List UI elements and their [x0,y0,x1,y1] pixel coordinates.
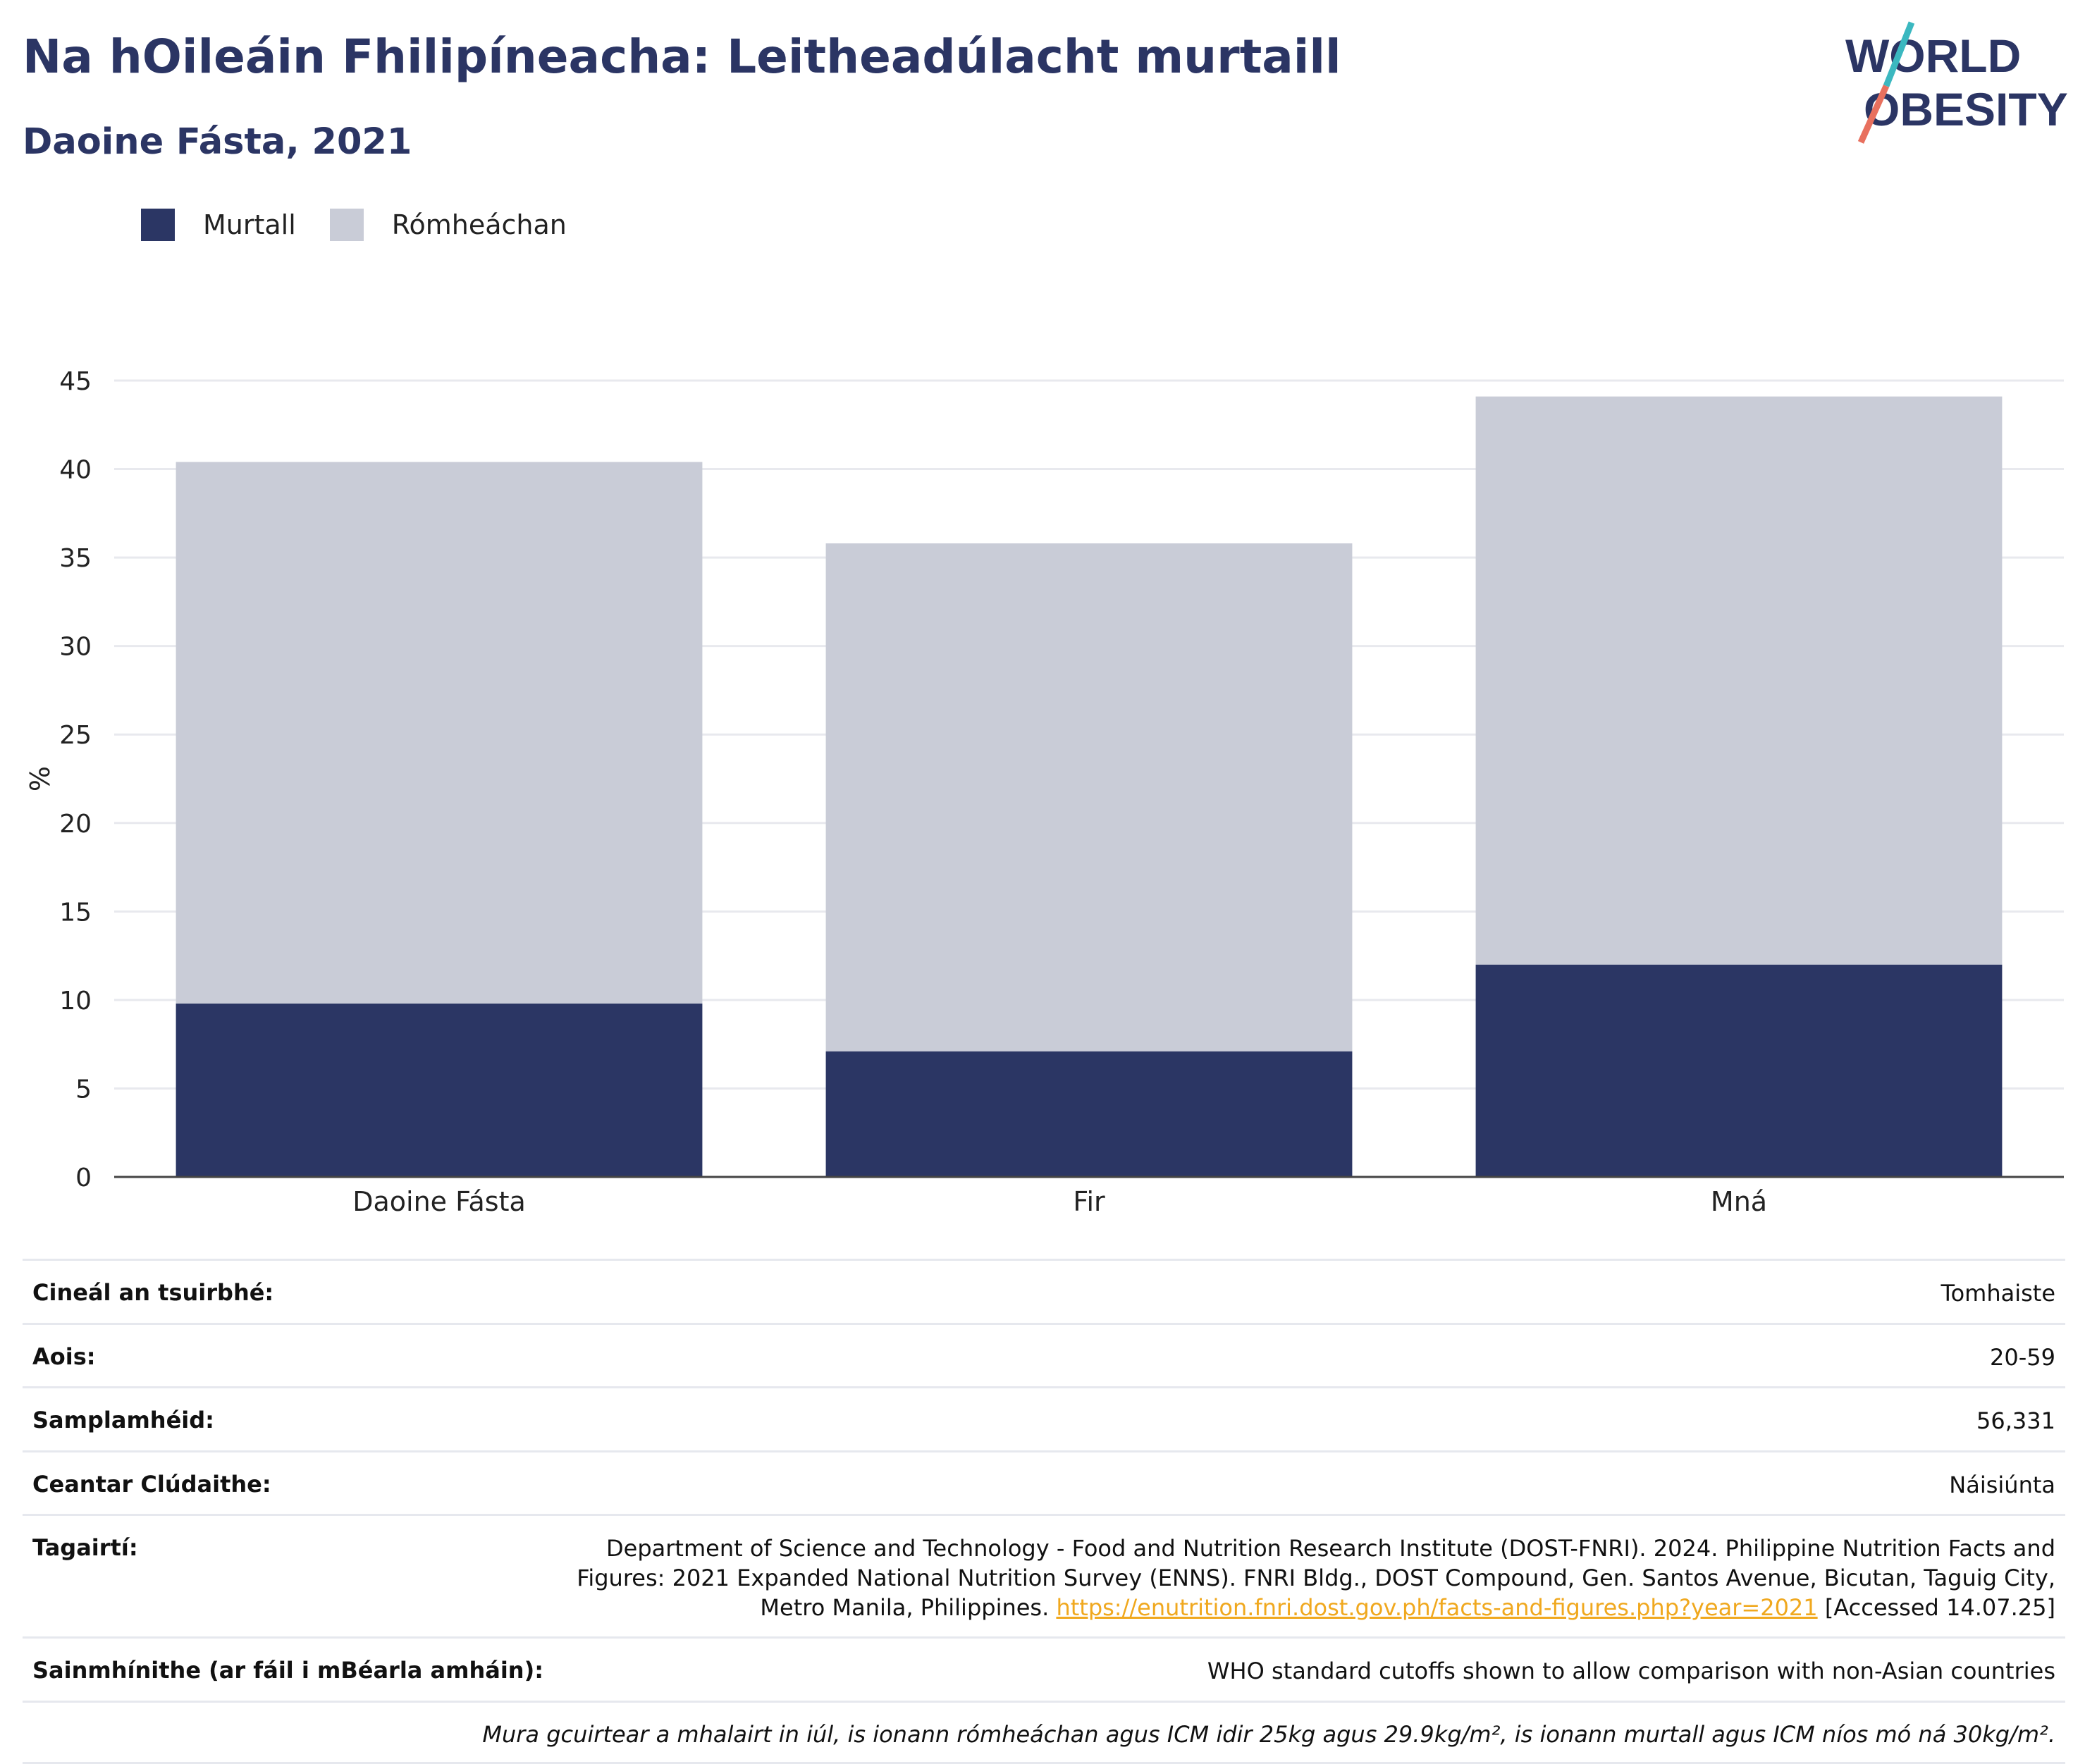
legend-swatch-overweight [329,209,364,241]
info-table: Cineál an tsuirbhé: Tomhaiste Aois: 20-5… [23,1259,2065,1764]
legend-label-obese: Murtall [203,209,296,240]
info-value: WHO standard cutoffs shown to allow comp… [1207,1658,2055,1685]
y-tick-label: 25 [59,721,92,750]
info-label: Sainmhínithe (ar fáil i mBéarla amháin): [32,1657,543,1684]
y-tick-label: 0 [75,1164,92,1192]
bar-overweight [1475,396,2003,965]
reference-line: Department of Science and Technology - F… [606,1535,2055,1562]
info-value: 56,331 [1976,1407,2055,1435]
info-value: Náisiúnta [1949,1471,2055,1498]
logo-slash-coral [1857,85,1890,144]
info-row-sample-size: Samplamhéid: 56,331 [23,1386,2065,1450]
x-tick-label: Fir [1073,1186,1105,1217]
legend: Murtall Rómheáchan [141,209,601,241]
y-tick-label: 45 [59,367,92,396]
reference-line: Figures: 2021 Expanded National Nutritio… [577,1564,2055,1591]
info-row-age: Aois: 20-59 [23,1322,2065,1387]
logo-line2: OBESITY [1864,83,2068,135]
y-tick-label: 35 [59,544,92,573]
info-label: Tagairtí: [32,1534,138,1562]
bar-obese [825,1051,1353,1177]
y-axis-label: % [25,766,56,791]
world-obesity-logo: WORLD OBESITY [1845,21,2068,144]
info-row-note: Mura gcuirtear a mhalairt in iúl, is ion… [23,1700,2065,1764]
x-tick-label: Daoine Fásta [352,1186,526,1217]
logo-slash-teal [1883,21,1915,87]
bar-obese [1475,964,2003,1177]
definition-note: Mura gcuirtear a mhalairt in iúl, is ion… [482,1720,2055,1748]
reference-line: Metro Manila, Philippines. [760,1593,1050,1621]
info-row-survey-type: Cineál an tsuirbhé: Tomhaiste [23,1259,2065,1323]
info-label: Samplamhéid: [32,1407,214,1434]
info-label: Cineál an tsuirbhé: [32,1279,274,1306]
info-row-definitions: Sainmhínithe (ar fáil i mBéarla amháin):… [23,1636,2065,1701]
info-row-references: Tagairtí: Department of Science and Tech… [23,1514,2065,1636]
info-value: Tomhaiste [1941,1280,2055,1307]
y-tick-label: 20 [59,810,92,839]
y-tick-label: 30 [59,633,92,662]
logo-line1: WORLD [1845,30,2021,82]
reference-link[interactable]: https://enutrition.fnri.dost.gov.ph/fact… [1056,1593,1818,1621]
chart-subtitle: Daoine Fásta, 2021 [23,121,412,163]
stacked-bar-chart: 0 5 10 15 20 25 30 35 40 45% Daoine Fásta Fir Mná [25,367,2064,1217]
legend-item-obese[interactable]: Murtall [141,209,296,241]
info-label: Ceantar Clúdaithe: [32,1470,271,1498]
reference-accessed: [Accessed 14.07.25] [1824,1593,2055,1621]
bar-overweight [825,543,1353,1051]
y-tick-label: 10 [59,987,92,1016]
legend-swatch-obese [141,209,175,241]
info-row-coverage: Ceantar Clúdaithe: Náisiúnta [23,1450,2065,1515]
info-label: Aois: [32,1343,96,1370]
x-tick-label: Mná [1711,1186,1767,1217]
references-text: Department of Science and Technology - F… [577,1534,2055,1622]
y-tick-label: 15 [59,898,92,927]
bar-obese [176,1003,703,1177]
legend-label-overweight: Rómheáchan [391,209,567,240]
y-tick-label: 5 [75,1075,92,1104]
bar-overweight [176,462,703,1004]
chart-title: Na hOileáin Fhilipíneacha: Leitheadúlach… [23,30,1341,84]
info-value: 20-59 [1990,1343,2055,1371]
legend-item-overweight[interactable]: Rómheáchan [329,209,567,241]
y-tick-label: 40 [59,456,92,485]
